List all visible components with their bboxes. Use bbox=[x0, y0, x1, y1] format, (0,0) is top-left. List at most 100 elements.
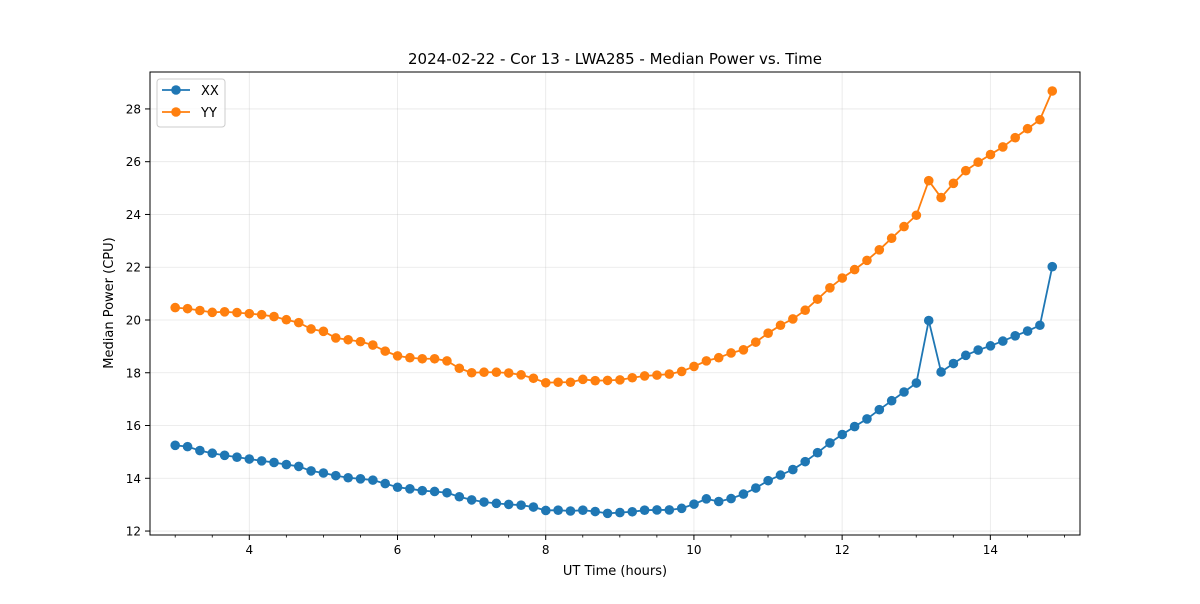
data-point-xx bbox=[960, 350, 971, 361]
data-point-xx bbox=[936, 367, 946, 377]
data-point-xx bbox=[973, 345, 983, 355]
data-point-xx bbox=[330, 470, 341, 481]
data-point-yy bbox=[244, 308, 255, 319]
data-point-yy bbox=[862, 255, 872, 266]
y-axis: 12 14 16 18 20 22 24 26 28 bbox=[126, 102, 150, 539]
y-tick-label: 28 bbox=[126, 102, 141, 116]
data-point-xx bbox=[750, 483, 761, 493]
data-point-yy bbox=[355, 336, 366, 347]
data-point-yy bbox=[466, 367, 477, 378]
data-point-yy bbox=[565, 377, 576, 388]
grid-lines bbox=[150, 72, 1080, 535]
data-point-yy bbox=[306, 324, 316, 334]
data-point-xx bbox=[763, 475, 773, 486]
data-point-yy bbox=[763, 328, 773, 338]
data-point-yy bbox=[380, 346, 391, 356]
data-point-yy bbox=[1010, 132, 1020, 143]
data-point-xx bbox=[738, 489, 749, 499]
data-point-xx bbox=[652, 505, 662, 515]
data-point-xx bbox=[627, 506, 638, 517]
data-point-yy bbox=[812, 294, 823, 304]
data-point-yy bbox=[528, 373, 539, 384]
data-point-yy bbox=[874, 245, 885, 255]
data-point-xx bbox=[293, 461, 304, 472]
data-point-yy bbox=[405, 352, 415, 363]
data-point-yy bbox=[726, 348, 736, 358]
data-point-xx bbox=[392, 482, 403, 493]
data-point-yy bbox=[516, 370, 526, 380]
data-point-yy bbox=[639, 371, 650, 381]
data-point-yy bbox=[454, 363, 465, 374]
data-point-yy bbox=[886, 233, 897, 244]
data-point-xx bbox=[466, 495, 477, 505]
data-point-xx bbox=[923, 315, 934, 326]
data-point-xx bbox=[578, 505, 588, 515]
data-point-xx bbox=[219, 450, 230, 461]
data-point-yy bbox=[1035, 114, 1045, 125]
data-point-yy bbox=[429, 353, 440, 364]
data-point-xx bbox=[442, 487, 452, 498]
data-point-xx bbox=[195, 445, 205, 456]
data-point-yy bbox=[479, 367, 489, 378]
data-point-xx bbox=[825, 438, 835, 448]
data-point-xx bbox=[405, 484, 415, 494]
data-point-xx bbox=[343, 472, 353, 483]
data-point-yy bbox=[503, 368, 514, 378]
data-point-yy bbox=[417, 353, 428, 364]
data-point-yy bbox=[293, 317, 304, 328]
data-point-xx bbox=[516, 500, 526, 510]
data-point-yy bbox=[553, 377, 563, 388]
data-point-yy bbox=[775, 320, 786, 331]
data-point-yy bbox=[664, 369, 675, 379]
data-point-yy bbox=[936, 192, 946, 203]
data-point-xx bbox=[726, 493, 736, 504]
data-point-yy bbox=[750, 337, 761, 347]
data-point-xx bbox=[256, 456, 267, 466]
data-point-xx bbox=[269, 457, 279, 468]
data-point-xx bbox=[664, 505, 675, 515]
data-point-yy bbox=[318, 326, 329, 337]
x-tick-label: 14 bbox=[983, 543, 998, 557]
data-point-xx bbox=[701, 494, 712, 504]
data-point-yy bbox=[615, 375, 625, 385]
data-point-yy bbox=[281, 314, 292, 325]
data-point-xx bbox=[553, 505, 563, 515]
y-tick-label: 12 bbox=[126, 525, 141, 539]
data-point-xx bbox=[775, 470, 786, 480]
legend-label-yy: YY bbox=[200, 106, 217, 121]
y-axis-label: Median Power (CPU) bbox=[102, 237, 117, 368]
legend-label-xx: XX bbox=[201, 84, 219, 99]
data-point-xx bbox=[713, 496, 724, 507]
data-point-yy bbox=[837, 273, 848, 283]
data-point-yy bbox=[540, 377, 551, 388]
data-point-xx bbox=[1035, 320, 1045, 331]
data-point-yy bbox=[676, 366, 687, 377]
plot-frame bbox=[149, 71, 1081, 536]
x-tick-label: 12 bbox=[834, 543, 849, 557]
data-point-xx bbox=[491, 498, 502, 509]
series-layer bbox=[170, 86, 1058, 519]
data-point-yy bbox=[923, 175, 934, 186]
data-point-xx bbox=[306, 466, 316, 476]
data-point-yy bbox=[602, 375, 613, 386]
y-tick-label: 14 bbox=[126, 472, 141, 486]
data-point-xx bbox=[207, 448, 218, 459]
data-point-yy bbox=[652, 370, 662, 380]
series-line-xx bbox=[175, 266, 1054, 515]
data-point-xx bbox=[911, 378, 922, 388]
data-point-yy bbox=[899, 221, 909, 232]
data-point-xx bbox=[1022, 326, 1033, 336]
x-tick-label: 4 bbox=[245, 543, 253, 557]
data-point-yy bbox=[232, 307, 242, 318]
data-point-yy bbox=[269, 311, 279, 322]
data-point-xx bbox=[998, 336, 1008, 346]
data-point-xx bbox=[985, 341, 996, 351]
data-point-yy bbox=[182, 303, 193, 314]
data-point-yy bbox=[800, 305, 810, 316]
data-point-yy bbox=[170, 302, 180, 313]
data-point-xx bbox=[862, 414, 872, 424]
data-point-xx bbox=[355, 474, 366, 484]
data-point-yy bbox=[713, 352, 724, 363]
